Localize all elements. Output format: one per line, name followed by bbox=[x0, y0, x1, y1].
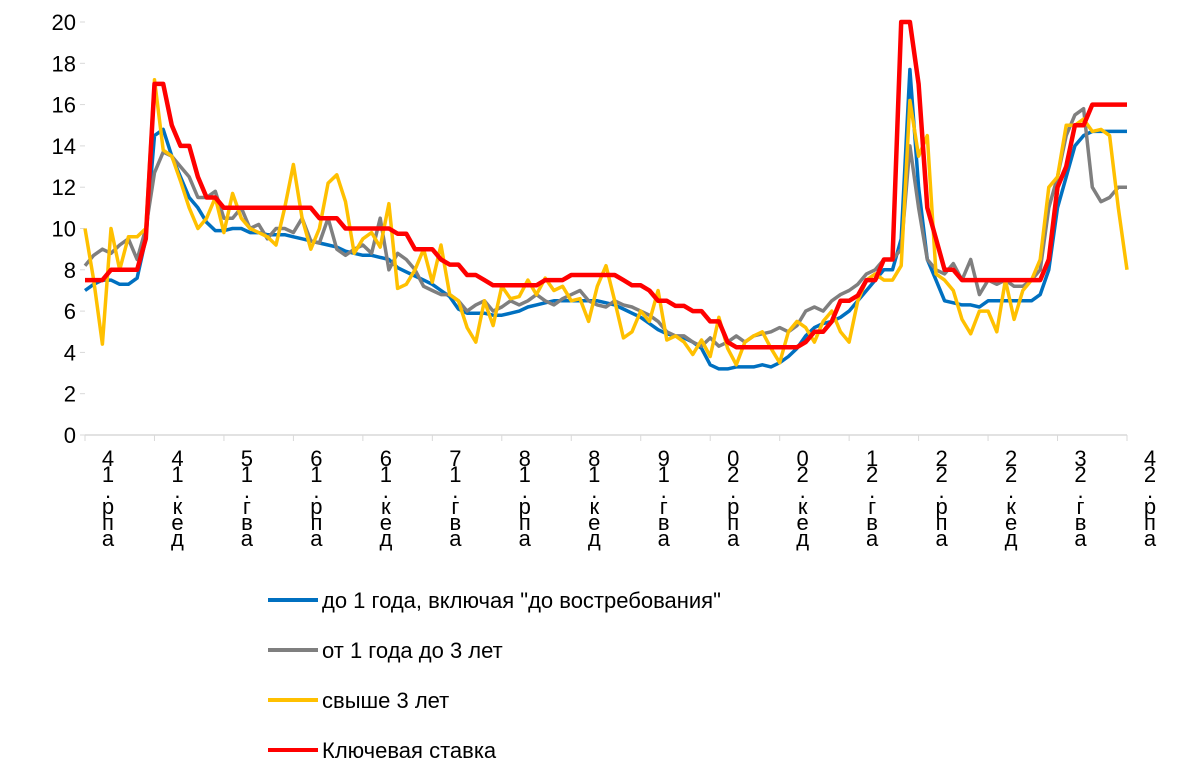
legend-label: Ключевая ставка bbox=[322, 738, 497, 763]
y-tick-label: 20 bbox=[52, 10, 76, 35]
y-tick-label: 2 bbox=[64, 382, 76, 407]
legend-label: до 1 года, включая "до востребования" bbox=[322, 588, 721, 613]
y-tick-label: 16 bbox=[52, 93, 76, 118]
legend-label: от 1 года до 3 лет bbox=[322, 638, 503, 663]
y-tick-label: 8 bbox=[64, 258, 76, 283]
legend-label: свыше 3 лет bbox=[322, 688, 449, 713]
series-line bbox=[85, 19, 1127, 350]
y-tick-label: 14 bbox=[52, 134, 76, 159]
series-line bbox=[83, 78, 1129, 367]
y-tick-label: 18 bbox=[52, 51, 76, 76]
y-tick-label: 12 bbox=[52, 175, 76, 200]
y-tick-label: 6 bbox=[64, 299, 76, 324]
series-line bbox=[83, 106, 1127, 348]
y-tick-label: 4 bbox=[64, 340, 76, 365]
y-tick-label: 0 bbox=[64, 423, 76, 448]
y-tick-label: 10 bbox=[52, 217, 76, 242]
